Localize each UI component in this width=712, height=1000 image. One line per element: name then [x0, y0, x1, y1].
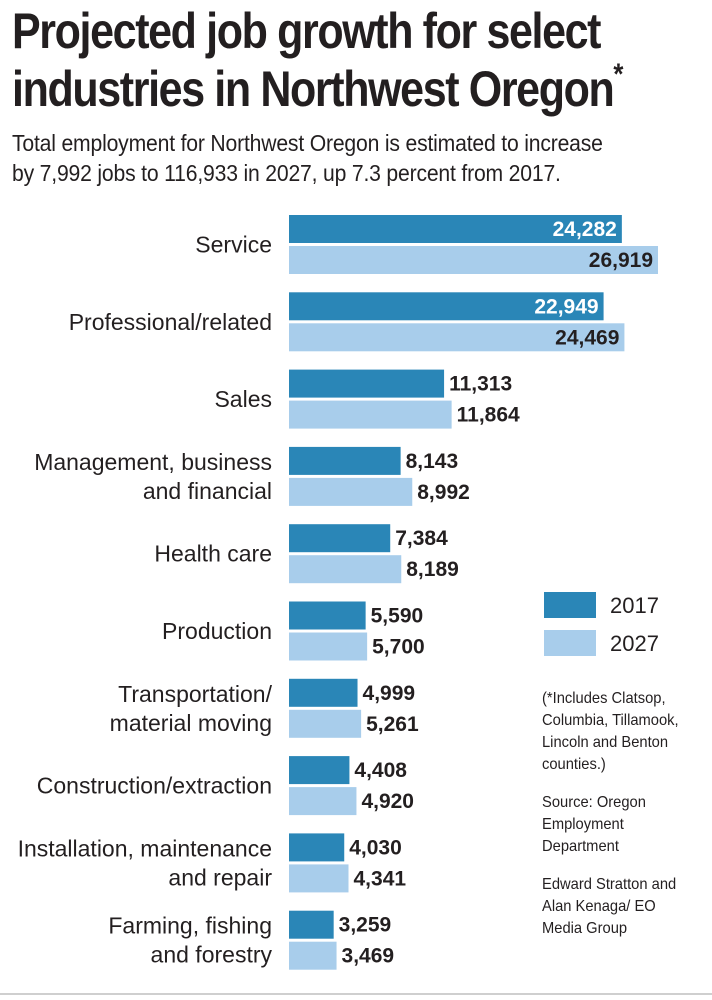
bar-2017	[289, 524, 391, 553]
title-line-2: industries in Northwest Oregon*	[12, 60, 623, 118]
bar-2027	[289, 787, 357, 816]
credit-note: Edward Stratton and Alan Kenaga/ EO Medi…	[542, 876, 677, 937]
bar-2017	[289, 756, 350, 785]
category-label: Production	[162, 618, 272, 644]
category-label: Service	[195, 232, 272, 258]
bar-2017	[289, 446, 401, 475]
data-label: 5,261	[366, 713, 419, 736]
legend-item-2017: 2017	[544, 592, 704, 622]
bar-2027	[289, 709, 362, 738]
data-label: 8,143	[406, 450, 459, 473]
category-label: Professional/related	[69, 309, 272, 335]
source-note: Source: Oregon Employment Department	[542, 794, 646, 855]
category-label-line: and forestry	[151, 942, 273, 968]
category-label: Transportation/material moving	[110, 681, 273, 736]
data-label: 11,313	[449, 373, 512, 396]
category-label-line: Production	[162, 618, 272, 644]
data-label: 11,864	[457, 404, 520, 427]
category-label-line: Installation, maintenance	[18, 835, 272, 861]
category-label: Management, business and financial	[34, 449, 272, 504]
data-label: 7,384	[395, 527, 448, 550]
chart-subtitle: Total employment for Northwest Oregon is…	[12, 128, 656, 188]
category-label: Installation, maintenance and repair	[18, 835, 273, 890]
data-label: 5,700	[372, 636, 425, 659]
bar-2017	[289, 678, 358, 707]
data-label: 22,949	[534, 295, 598, 318]
title-line-1: Projected job growth for select	[12, 3, 601, 59]
data-label: 8,189	[406, 558, 459, 581]
bar-2027	[289, 400, 452, 429]
bar-2027	[289, 246, 658, 274]
title-asterisk: *	[613, 58, 623, 91]
bottom-divider	[0, 993, 712, 995]
footnote: (*Includes Clatsop, Columbia, Tillamook,…	[542, 690, 679, 773]
data-label: 8,992	[417, 481, 470, 504]
legend-swatch-2017	[544, 592, 596, 618]
bar-2027	[289, 864, 349, 893]
category-label-line: Health care	[154, 541, 272, 567]
category-label: Farming, fishing and forestry	[108, 913, 272, 968]
category-label-line: material moving	[110, 710, 272, 736]
category-label-line: Farming, fishing	[108, 913, 272, 939]
chart-title: Projected job growth for select industri…	[12, 2, 623, 118]
notes: (*Includes Clatsop, Columbia, Tillamook,…	[542, 688, 697, 956]
subtitle-line-1: Total employment for Northwest Oregon is…	[12, 130, 603, 156]
title-line-2-text: industries in Northwest Oregon	[12, 61, 615, 117]
category-label-line: and repair	[168, 864, 272, 890]
bar-2027	[289, 632, 368, 661]
data-label: 4,999	[363, 682, 416, 705]
data-label: 26,919	[589, 249, 653, 272]
bar-2017	[289, 369, 445, 398]
data-label: 4,408	[354, 759, 407, 782]
subtitle-line-2: by 7,992 jobs to 116,933 in 2027, up 7.3…	[12, 160, 561, 186]
category-label: Health care	[154, 541, 272, 567]
legend-label-2027: 2027	[610, 631, 659, 656]
data-label: 24,282	[553, 218, 617, 241]
legend-swatch-2027	[544, 630, 596, 656]
data-label: 4,030	[349, 836, 402, 859]
category-label: Sales	[214, 386, 272, 412]
category-label: Construction/extraction	[37, 773, 272, 799]
data-label: 5,590	[371, 605, 424, 628]
category-label-line: Transportation/	[118, 681, 272, 707]
data-label: 3,259	[339, 914, 392, 937]
data-label: 24,469	[555, 326, 619, 349]
bar-2017	[289, 292, 604, 321]
bar-2027	[289, 555, 402, 584]
legend-item-2027: 2027	[544, 630, 704, 660]
bar-2017	[289, 910, 334, 939]
legend-label-2017: 2017	[610, 593, 659, 618]
category-label-line: Construction/extraction	[37, 773, 272, 799]
data-label: 3,469	[342, 945, 395, 968]
bar-2017	[289, 601, 366, 630]
bar-2027	[289, 941, 337, 970]
bar-2027	[289, 323, 625, 352]
category-label-line: and financial	[143, 478, 272, 504]
bar-2017	[289, 215, 622, 243]
data-label: 4,341	[354, 867, 407, 890]
data-label: 4,920	[361, 790, 414, 813]
category-label-line: Management, business	[34, 449, 272, 475]
bar-2027	[289, 477, 413, 506]
category-label-line: Professional/related	[69, 309, 272, 335]
category-label-line: Service	[195, 232, 272, 258]
bar-2017	[289, 833, 345, 862]
category-label-line: Sales	[214, 386, 272, 412]
